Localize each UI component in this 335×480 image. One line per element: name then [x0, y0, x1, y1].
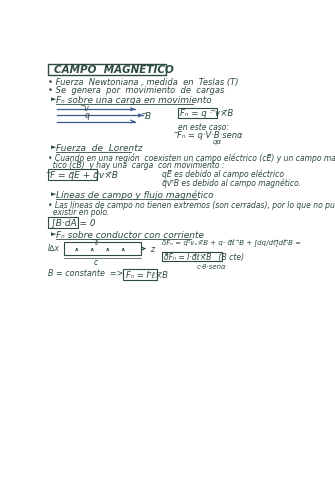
Text: tico (cB⃗)  y hay una  carga  con movimiento :: tico (cB⃗) y hay una carga con movimient…: [48, 161, 224, 170]
Text: Fₙ sobre conductor con corriente: Fₙ sobre conductor con corriente: [56, 231, 204, 240]
Bar: [123, 269, 157, 280]
Text: q⃗v·⃗B es debido al campo magnético.: q⃗v·⃗B es debido al campo magnético.: [162, 179, 301, 188]
Text: c·θ·senα: c·θ·senα: [197, 264, 226, 270]
Bar: [48, 64, 166, 74]
Text: Líneas de campo y flujo magnético: Líneas de campo y flujo magnético: [56, 191, 213, 200]
Text: Fₙ sobre una carga en movimiento: Fₙ sobre una carga en movimiento: [56, 96, 212, 105]
Text: δFₙ = q·⃗vₓ×⃗B + q· d⃗ℓ ·⃗B + [dq/dt]⃗dℓ·⃗B =: δFₙ = q·⃗vₓ×⃗B + q· d⃗ℓ ·⃗B + [dq/dt]⃗dℓ…: [162, 240, 301, 248]
Text: ►: ►: [51, 96, 59, 102]
Text: existir en polo.: existir en polo.: [48, 208, 110, 217]
Text: Fuerza  de  Lorentz: Fuerza de Lorentz: [56, 144, 142, 153]
Text: ⃗Fₙ = q·V·B·senα: ⃗Fₙ = q·V·B·senα: [178, 131, 243, 140]
Text: ►: ►: [51, 144, 59, 150]
Text: qE⃗ es debido al campo eléctrico: qE⃗ es debido al campo eléctrico: [162, 169, 284, 179]
Text: Fₙ = I·⃗ℓ×⃗B: Fₙ = I·⃗ℓ×⃗B: [126, 271, 168, 280]
Bar: [64, 242, 141, 255]
Bar: [48, 169, 97, 180]
Text: ►: ►: [51, 231, 59, 237]
Text: ⃗ℓ: ⃗ℓ: [96, 238, 99, 247]
Text: c: c: [94, 258, 98, 267]
Text: I∆x: I∆x: [48, 244, 60, 253]
Text: ∫B·dA = 0: ∫B·dA = 0: [51, 218, 96, 228]
Bar: [48, 217, 78, 228]
Text: ⃗F = q⃗E + q⃗v×⃗B: ⃗F = q⃗E + q⃗v×⃗B: [50, 171, 118, 180]
Text: q: q: [84, 111, 89, 120]
Text: • Cuando en una región  coexisten un campo eléctrico (cE⃗) y un campo magni-: • Cuando en una región coexisten un camp…: [48, 154, 335, 163]
Bar: [162, 252, 222, 262]
Text: qα: qα: [212, 139, 221, 145]
Text: ⃗v: ⃗v: [84, 104, 89, 113]
Text: Fₙ = q · ⃗v×⃗B: Fₙ = q · ⃗v×⃗B: [180, 109, 233, 118]
Text: B = constante  =>: B = constante =>: [48, 269, 124, 278]
Text: CAMPO  MAGNETICO: CAMPO MAGNETICO: [54, 65, 174, 75]
Text: • Fuerza  Newtoniana , medida  en  Teslas (T): • Fuerza Newtoniana , medida en Teslas (…: [48, 78, 239, 87]
Text: • Se  genera  por  movimiento  de  cargas: • Se genera por movimiento de cargas: [48, 86, 224, 95]
Text: ►: ►: [51, 191, 59, 197]
Text: δ⃗Fₙ = I·d⃗ℓ×⃗B   (B cte): δ⃗Fₙ = I·d⃗ℓ×⃗B (B cte): [164, 253, 245, 262]
Text: • Las líneas de campo no tienen extremos (son cerradas), por lo que no puede: • Las líneas de campo no tienen extremos…: [48, 201, 335, 210]
Bar: [178, 108, 217, 119]
Text: ⃗B: ⃗B: [146, 112, 152, 121]
Text: z: z: [150, 245, 154, 254]
Text: en este caso:: en este caso:: [178, 123, 228, 132]
